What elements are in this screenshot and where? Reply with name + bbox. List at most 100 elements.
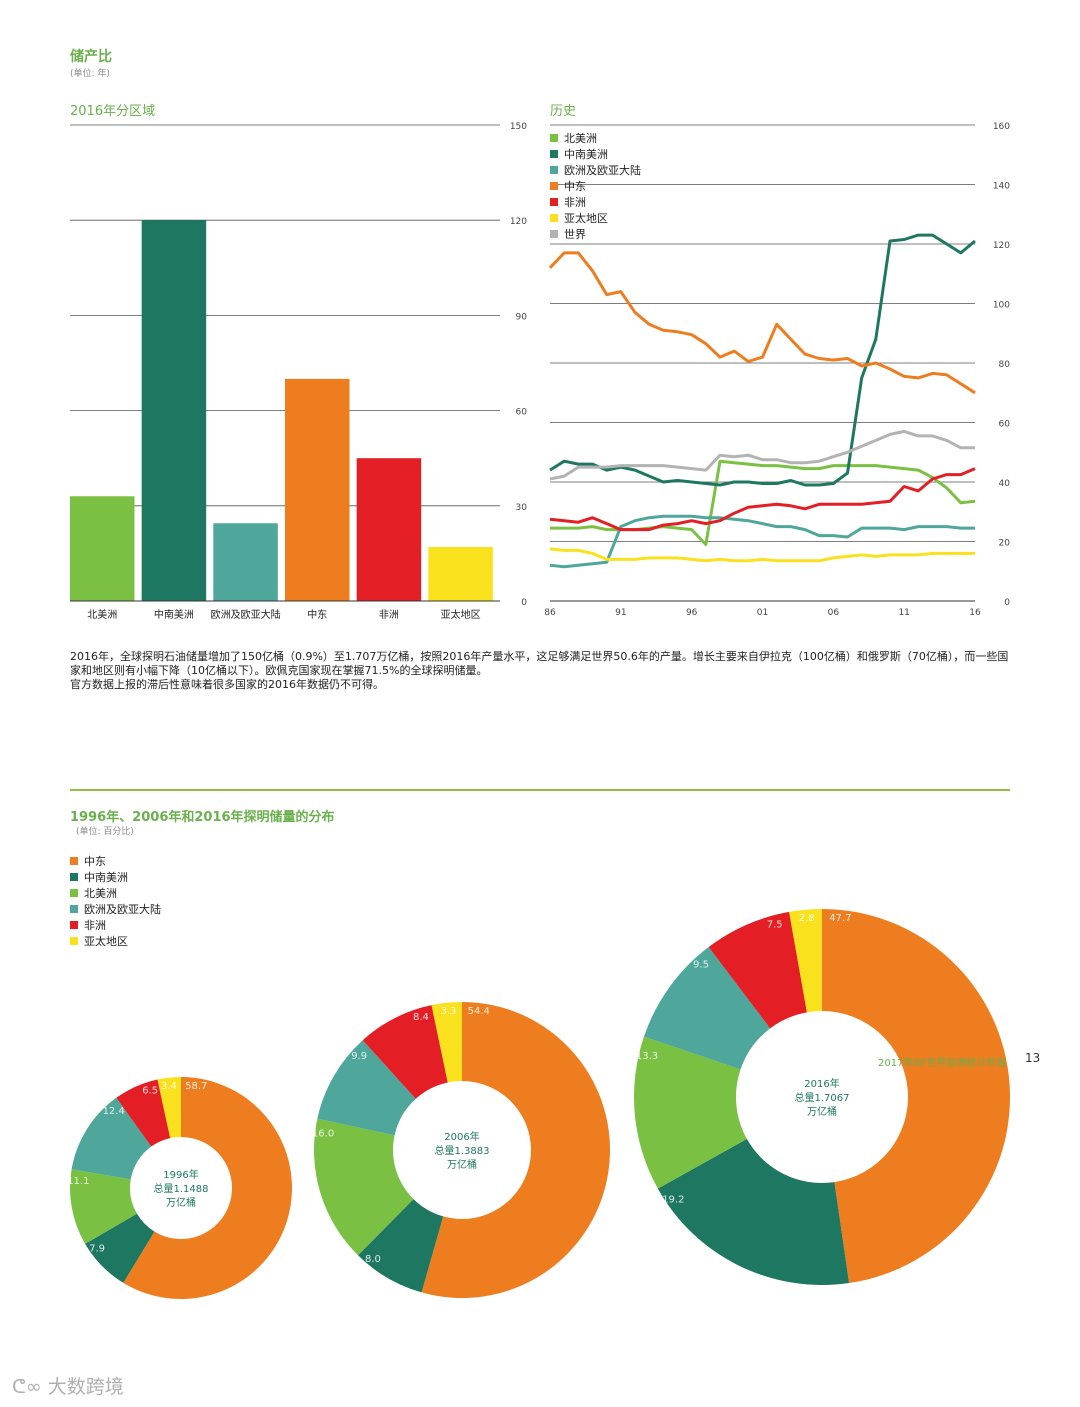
legend-label: 欧洲及欧亚大陆 [564,164,641,177]
legend-swatch [550,182,558,190]
bar-chart-title: 2016年分区域 [70,104,156,119]
legend-swatch [550,134,558,142]
donut-slice [431,1002,462,1083]
section-divider [70,789,1010,791]
line-chart-title: 历史 [550,104,577,119]
legend-swatch [70,905,78,913]
donut-total-label: 总量1.7067 [795,1091,850,1104]
donut-section-title: 1996年、2006年和2016年探明储量的分布 [70,810,335,825]
bar-category-label: 欧洲及欧亚大陆 [211,608,281,621]
line-series [549,233,976,487]
line-series [550,459,976,546]
line-xtick-label: 91 [615,608,626,618]
line-xtick-label: 01 [757,608,768,618]
donut-value-label: 7.5 [767,919,783,930]
donut-value-label: 13.3 [636,1051,658,1062]
page-title: 储产比 [70,49,112,65]
legend-label: 亚太地区 [84,935,128,948]
line-series [549,514,975,569]
donut-value-label: 9.9 [351,1051,367,1062]
legend-item: 非洲 [550,194,641,210]
donut-value-label: 11.1 [67,1176,89,1187]
legend-swatch [70,873,78,881]
page-unit: (单位: 年) [70,69,110,79]
legend-item: 亚太地区 [70,933,161,949]
legend-label: 中东 [564,180,586,193]
line-xtick-label: 11 [898,608,909,618]
donut-value-label: 12.4 [103,1106,125,1117]
line-ytick-label: 160 [993,122,1010,132]
line-ytick-label: 60 [999,420,1011,430]
donut-slice [157,1077,181,1139]
line-ytick-label: 0 [1004,598,1010,608]
body-paragraph: 2016年，全球探明石油储量增加了150亿桶（0.9%）至1.707万亿桶，按照… [70,650,1009,691]
donut-section-unit: (单位: 百分比) [76,827,134,837]
line-ytick-label: 100 [993,301,1010,311]
bar-ytick-label: 0 [521,598,527,608]
donut-year-label: 1996年 [163,1168,198,1181]
donut-unit-label: 万亿桶 [807,1105,837,1118]
donut-total-label: 总量1.1488 [154,1182,209,1195]
legend-item: 欧洲及欧亚大陆 [550,162,641,178]
bar-ytick-label: 150 [510,122,527,132]
donut-slice [317,1040,416,1136]
bar [285,378,350,601]
donut-value-label: 19.2 [662,1194,684,1205]
legend-item: 中南美洲 [70,869,161,885]
bar [428,547,493,601]
page-number: 13 [1025,1051,1041,1065]
line-xtick-label: 96 [686,608,698,618]
legend-swatch [70,921,78,929]
line-series [549,429,975,481]
line-series [548,251,976,395]
legend-swatch [550,198,558,206]
donut-slice [71,1097,152,1180]
line-xtick-label: 86 [544,608,556,618]
legend-label: 中南美洲 [84,871,128,884]
line-xtick-label: 06 [828,608,840,618]
donut-value-label: 47.7 [829,913,851,924]
donut-slice [85,1213,155,1283]
donut-value-label: 2.8 [799,913,815,924]
legend-label: 亚太地区 [564,212,608,225]
line-chart-legend: 北美洲 中南美洲 欧洲及欧亚大陆 中东 非洲 亚太地区 世界 [550,130,641,242]
legend-swatch [70,889,78,897]
donut-unit-label: 万亿桶 [447,1158,477,1171]
donut-slice [358,1199,444,1293]
legend-item: 北美洲 [70,885,161,901]
legend-swatch [550,230,558,238]
donut-value-label: 9.5 [693,960,709,971]
watermark: ᕦ∞ 大数跨境 [12,1372,124,1399]
donut-slice [70,1169,137,1244]
footer-title: 2017年BP世界能源统计年鉴 [878,1058,1007,1069]
donut-value-label: 7.9 [89,1244,105,1255]
donut-value-label: 58.7 [185,1081,207,1092]
donut-slice [362,1005,448,1099]
bar [213,523,278,601]
legend-swatch [70,857,78,865]
bar-category-label: 亚太地区 [441,608,481,621]
bar [141,220,207,601]
bar-category-label: 中东 [307,608,327,621]
line-xtick-label: 16 [969,608,981,618]
legend-item: 中东 [550,178,641,194]
bar-ytick-label: 120 [510,217,527,227]
legend-item: 世界 [550,226,641,242]
bar-category-label: 非洲 [379,609,399,621]
donut-value-label: 3.3 [440,1006,456,1017]
donut-slice [789,909,822,1013]
legend-swatch [550,166,558,174]
donut-value-label: 54.4 [468,1006,490,1017]
donut-slice [643,947,771,1070]
legend-label: 非洲 [84,919,106,932]
legend-swatch [70,937,78,945]
donut-legend: 中东 中南美洲 北美洲 欧洲及欧亚大陆 非洲 亚太地区 [70,853,161,949]
donut-slice [634,1036,747,1189]
line-series [549,467,976,532]
legend-item: 中南美洲 [550,146,641,162]
line-series [549,547,975,563]
bar-chart: 0 30 60 90 120 150 北美洲 中南美洲 欧洲及欧亚大陆 中东 非洲 亚太地区 [70,122,527,621]
donut-total-label: 总量1.3883 [435,1144,490,1157]
donut-slice [657,1138,850,1285]
line-ytick-label: 80 [999,360,1011,370]
